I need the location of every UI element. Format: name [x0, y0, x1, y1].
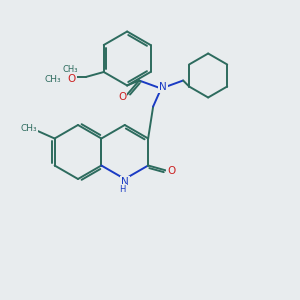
- Text: O: O: [167, 166, 175, 176]
- Text: O: O: [118, 92, 126, 103]
- Text: CH₃: CH₃: [20, 124, 37, 133]
- Text: O: O: [68, 74, 76, 84]
- Text: N: N: [159, 82, 167, 92]
- Text: CH₃: CH₃: [62, 64, 77, 74]
- Text: N: N: [121, 177, 129, 187]
- Text: CH₃: CH₃: [44, 74, 61, 83]
- Text: H: H: [120, 184, 126, 194]
